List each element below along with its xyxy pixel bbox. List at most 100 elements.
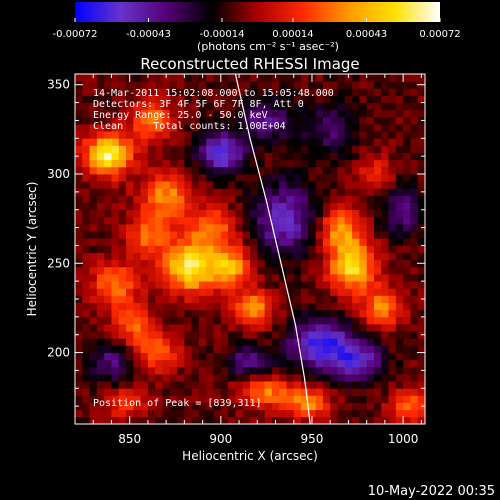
heatmap-cell: [228, 416, 236, 424]
heatmap-cell: [140, 402, 149, 411]
heatmap-cell: [373, 145, 382, 153]
heatmap-cell: [352, 202, 360, 211]
heatmap-cell: [155, 238, 163, 246]
heatmap-cell: [213, 409, 222, 418]
heatmap-cell: [206, 181, 214, 189]
heatmap-cell: [301, 338, 309, 346]
heatmap-cell: [337, 395, 346, 403]
heatmap-cell: [403, 81, 411, 89]
heatmap-cell: [257, 95, 265, 103]
heatmap-cell: [410, 195, 419, 203]
heatmap-cell: [293, 366, 302, 375]
heatmap-cell: [395, 152, 404, 161]
heatmap-cell: [250, 74, 258, 82]
heatmap-cell: [257, 266, 265, 275]
heatmap-cell: [191, 366, 200, 375]
heatmap-cell: [169, 224, 178, 232]
heatmap-cell: [395, 138, 404, 146]
heatmap-cell: [155, 302, 163, 311]
heatmap-cell: [322, 74, 331, 82]
heatmap-cell: [301, 174, 309, 182]
heatmap-cell: [198, 309, 207, 318]
heatmap-cell: [322, 124, 331, 132]
heatmap-cell: [191, 288, 200, 296]
heatmap-cell: [322, 366, 331, 375]
heatmap-cell: [381, 381, 389, 389]
heatmap-cell: [118, 302, 127, 311]
heatmap-cell: [155, 381, 163, 389]
heatmap-cell: [111, 316, 120, 325]
heatmap-cell: [381, 288, 389, 296]
heatmap-cell: [82, 181, 90, 189]
heatmap-cell: [242, 381, 251, 389]
heatmap-cell: [213, 88, 222, 96]
heatmap-cell: [89, 281, 98, 289]
heatmap-cell: [191, 166, 200, 175]
heatmap-cell: [373, 331, 382, 339]
heatmap-cell: [264, 252, 273, 261]
heatmap-cell: [111, 224, 120, 232]
heatmap-cell: [184, 131, 193, 139]
heatmap-cell: [235, 209, 244, 218]
heatmap-cell: [184, 116, 193, 125]
heatmap-cell: [257, 245, 265, 253]
heatmap-cell: [242, 402, 251, 411]
heatmap-cell: [373, 266, 382, 275]
heatmap-cell: [75, 181, 83, 189]
heatmap-cell: [395, 81, 404, 89]
heatmap-cell: [228, 174, 236, 182]
heatmap-cell: [293, 266, 302, 275]
heatmap-cell: [191, 159, 200, 168]
heatmap-cell: [271, 409, 280, 418]
heatmap-cell: [344, 124, 353, 132]
heatmap-cell: [395, 266, 404, 275]
heatmap-cell: [417, 109, 425, 118]
heatmap-cell: [126, 402, 134, 411]
heatmap-cell: [264, 181, 273, 189]
heatmap-cell: [133, 324, 142, 332]
solar-limb-curve: [234, 73, 311, 425]
heatmap-cell: [82, 188, 90, 196]
heatmap-cell: [403, 324, 411, 332]
heatmap-cell: [191, 324, 200, 332]
heatmap-cell: [250, 302, 258, 311]
heatmap-cell: [118, 231, 127, 239]
heatmap-cell: [286, 238, 295, 246]
heatmap-cell: [403, 316, 411, 325]
heatmap-cell: [220, 352, 229, 361]
heatmap-cell: [359, 195, 368, 203]
heatmap-cell: [352, 124, 360, 132]
heatmap-cell: [147, 159, 156, 168]
heatmap-cell: [155, 309, 163, 318]
heatmap-cell: [293, 159, 302, 168]
heatmap-cell: [250, 252, 258, 261]
heatmap-cell: [352, 302, 360, 311]
heatmap-cell: [242, 252, 251, 261]
heatmap-cell: [359, 102, 368, 111]
heatmap-cell: [395, 359, 404, 368]
heatmap-cell: [89, 166, 98, 175]
heatmap-cell: [315, 231, 324, 239]
heatmap-cell: [293, 224, 302, 232]
heatmap-cell: [293, 288, 302, 296]
heatmap-cell: [257, 131, 265, 139]
heatmap-cell: [228, 181, 236, 189]
heatmap-cell: [417, 252, 425, 261]
heatmap-cell: [242, 81, 251, 89]
heatmap-cell: [169, 409, 178, 418]
heatmap-cell: [104, 352, 112, 361]
heatmap-cell: [395, 245, 404, 253]
heatmap-cell: [89, 324, 98, 332]
heatmap-cell: [111, 159, 120, 168]
heatmap-cell: [177, 266, 185, 275]
heatmap-cell: [271, 159, 280, 168]
heatmap-cell: [104, 231, 112, 239]
heatmap-cell: [228, 159, 236, 168]
heatmap-cell: [359, 381, 368, 389]
heatmap-cell: [410, 95, 419, 103]
heatmap-cell: [133, 331, 142, 339]
heatmap-cell: [308, 302, 317, 311]
heatmap-cell: [344, 331, 353, 339]
heatmap-cell: [75, 209, 83, 218]
heatmap-cell: [359, 166, 368, 175]
